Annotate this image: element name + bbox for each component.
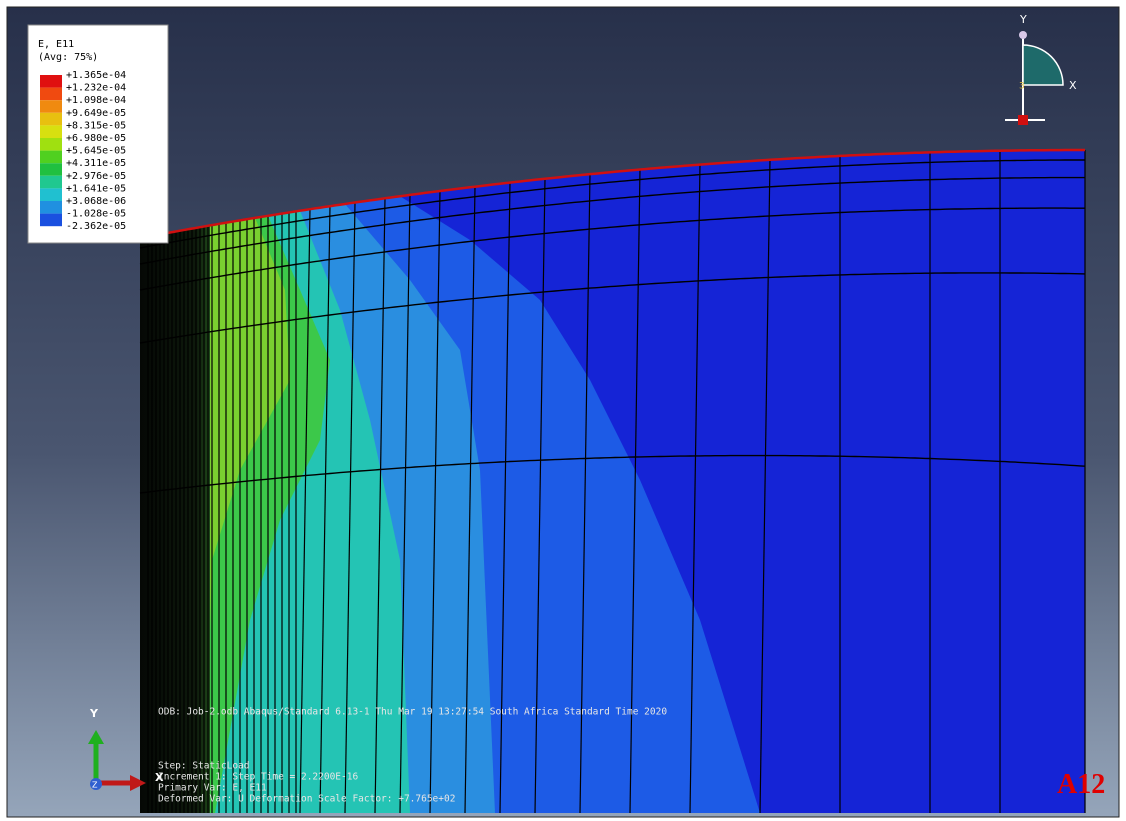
legend-swatch [40,88,62,101]
odb-line: ODB: Job-2.odb Abaqus/Standard 6.13-1 Th… [158,707,667,718]
legend-swatch [40,201,62,214]
legend-value: +2.976e-05 [66,171,126,182]
legend-swatch [40,113,62,126]
deformed-var-line: Deformed Var: U Deformation Scale Factor… [158,794,455,805]
triad-label: 3 [1019,82,1025,92]
step-line: Step: StaticLoad [158,761,250,772]
legend-value: +5.645e-05 [66,146,126,157]
figure-label: A12 [1057,769,1105,800]
legend-swatch [40,75,62,88]
legend-swatch [40,214,62,227]
triad-label: Y [1019,13,1027,26]
legend-swatch [40,100,62,113]
legend-value: +1.641e-05 [66,183,126,194]
legend-title: E, E11 [38,39,74,50]
primary-var-line: Primary Var: E, E11 [158,783,267,794]
legend-value: +6.980e-05 [66,133,126,144]
legend-value: +8.315e-05 [66,120,126,131]
legend: E, E11 (Avg: 75%) +1.365e-04+1.232e-04+1… [28,25,168,243]
legend-value: -2.362e-05 [66,221,126,232]
legend-value: +3.068e-06 [66,196,126,207]
triad-label: Y [89,707,99,720]
legend-value: -1.028e-05 [66,209,126,220]
legend-value: +1.098e-04 [66,95,126,106]
increment-line: Increment 1: Step Time = 2.2200E-16 [158,772,358,783]
legend-swatch [40,125,62,138]
triad-label: X [1069,79,1077,92]
legend-value: +9.649e-05 [66,108,126,119]
triad-label: Z [92,781,98,790]
legend-value: +4.311e-05 [66,158,126,169]
legend-average: (Avg: 75%) [38,52,98,63]
legend-swatch [40,163,62,176]
legend-swatch [40,188,62,201]
legend-value: +1.232e-04 [66,83,126,94]
legend-swatch [40,151,62,164]
viewport: E, E11 (Avg: 75%) +1.365e-04+1.232e-04+1… [0,0,1126,821]
legend-swatch [40,138,62,151]
legend-swatch [40,176,62,189]
legend-value: +1.365e-04 [66,70,126,81]
page: {"legend":{"title":"E, E11","average":"(… [0,0,1126,821]
